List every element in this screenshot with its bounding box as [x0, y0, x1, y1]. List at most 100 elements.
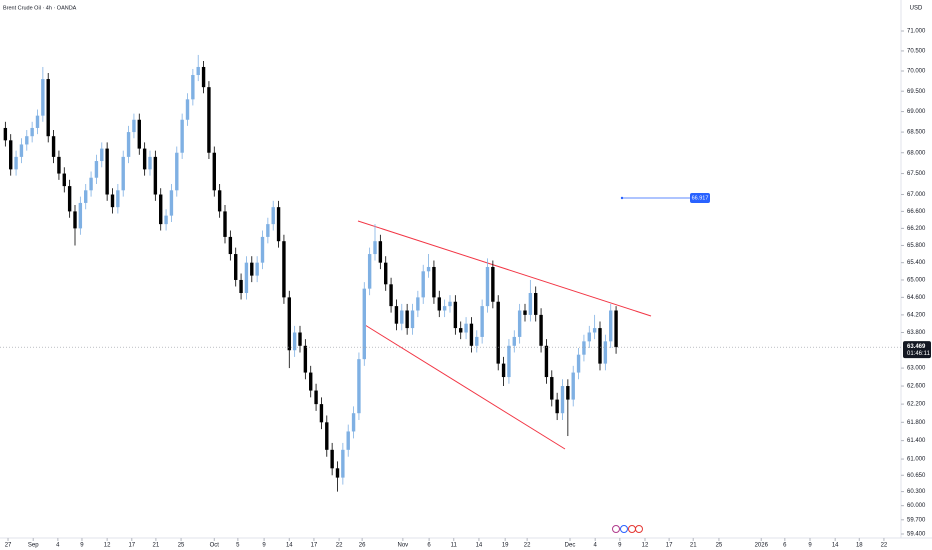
x-tick-label: 2026 [755, 543, 769, 549]
candle-body [378, 241, 383, 263]
candle-body [180, 119, 184, 153]
x-tick-label: 22 [881, 543, 888, 549]
candle-body [507, 345, 511, 378]
x-tick-label: 19 [502, 543, 509, 549]
countdown-label: 01:46:11 [907, 351, 931, 357]
x-tick-label: 12 [104, 543, 111, 549]
candle-body [175, 152, 179, 191]
candle-body [105, 148, 109, 195]
y-tick-label: 67.500 [907, 171, 926, 177]
candle-body [260, 236, 265, 263]
event-icon[interactable] [628, 525, 636, 533]
candle-body [30, 127, 34, 137]
candle-body [314, 390, 318, 405]
candle-body [560, 386, 565, 414]
trendline-lower[interactable] [364, 324, 566, 450]
y-tick-label: 69.500 [907, 89, 926, 95]
candle-body [373, 241, 377, 255]
candle-body [523, 310, 527, 315]
candle-body [309, 372, 313, 391]
x-tick-label: 17 [666, 543, 673, 549]
candle-body [469, 323, 474, 346]
candle-body [341, 449, 345, 478]
candle-body [367, 254, 372, 289]
candle-body [207, 87, 211, 153]
candle-body [67, 186, 72, 212]
event-icon[interactable] [635, 525, 643, 533]
price-marker-label: 66.917 [692, 195, 709, 201]
event-icon[interactable] [620, 525, 628, 533]
candle-body [528, 293, 533, 315]
candle-body [555, 399, 559, 414]
candle-body [421, 271, 425, 298]
candle-body [566, 386, 570, 400]
y-tick-label: 65.800 [907, 243, 926, 249]
candle-body [212, 152, 216, 191]
candle-body [571, 372, 575, 400]
y-tick-label: 68.000 [907, 150, 926, 156]
candle-body [550, 377, 554, 400]
x-tick-label: 18 [856, 543, 863, 549]
last-price-label: 63.469 [907, 344, 926, 350]
candle-body [459, 328, 463, 333]
candle-body [592, 328, 597, 333]
price-marker-dot[interactable] [620, 196, 624, 200]
candle-body [41, 79, 45, 116]
x-tick-label: 9 [262, 543, 266, 549]
candle-body [110, 194, 115, 208]
candle-body [142, 148, 147, 170]
y-tick-label: 64.200 [907, 312, 926, 318]
candle-body [126, 132, 131, 157]
x-tick-label: Nov [398, 543, 409, 549]
candle-body [298, 332, 302, 346]
candle-body [362, 288, 366, 360]
y-tick-label: 64.600 [907, 295, 926, 301]
candle-body [357, 359, 361, 414]
candle-body [223, 211, 227, 237]
x-tick-label: 4 [56, 543, 60, 549]
candle-body [394, 306, 399, 324]
candle-body [73, 211, 77, 229]
candle-body [159, 194, 163, 225]
y-tick-label: 66.600 [907, 209, 926, 215]
event-icons[interactable] [612, 525, 643, 533]
candle-body [346, 431, 350, 450]
y-tick-label: 60.000 [907, 503, 926, 509]
candle-body [100, 148, 104, 162]
y-tick-label: 67.000 [907, 192, 926, 198]
x-tick-label: 11 [451, 543, 458, 549]
x-tick-label: 9 [80, 543, 84, 549]
y-tick-label: 65.000 [907, 278, 926, 284]
candle-body [244, 262, 249, 294]
candle-body [57, 156, 61, 174]
x-tick-label: 26 [359, 543, 366, 549]
candle-body [164, 215, 168, 225]
x-tick-label: 17 [128, 543, 135, 549]
price-marker-box[interactable] [690, 193, 710, 204]
candle-body [94, 161, 99, 178]
candle-body [330, 449, 334, 469]
x-tick-label: 25 [716, 543, 723, 549]
candle-body [116, 190, 120, 208]
candle-body [475, 336, 479, 346]
candle-body [276, 207, 281, 242]
candle-body [351, 413, 356, 432]
candle-body [228, 236, 233, 255]
candle-body [437, 297, 441, 311]
x-tick-label: 5 [236, 543, 240, 549]
candle-body [137, 119, 141, 149]
candle-body [217, 190, 222, 212]
currency: USD [910, 6, 923, 12]
candle-body [78, 202, 83, 229]
candle-body [196, 66, 200, 76]
candle-body [89, 177, 93, 191]
candle-body [3, 127, 8, 141]
candle-body [539, 314, 543, 346]
event-icon[interactable] [612, 525, 620, 533]
candle-body [255, 262, 259, 276]
candle-body [491, 266, 495, 302]
trendline-upper[interactable] [357, 220, 652, 317]
candle-body [282, 241, 286, 298]
y-tick-label: 60.300 [907, 489, 926, 495]
candle-body [480, 306, 484, 337]
